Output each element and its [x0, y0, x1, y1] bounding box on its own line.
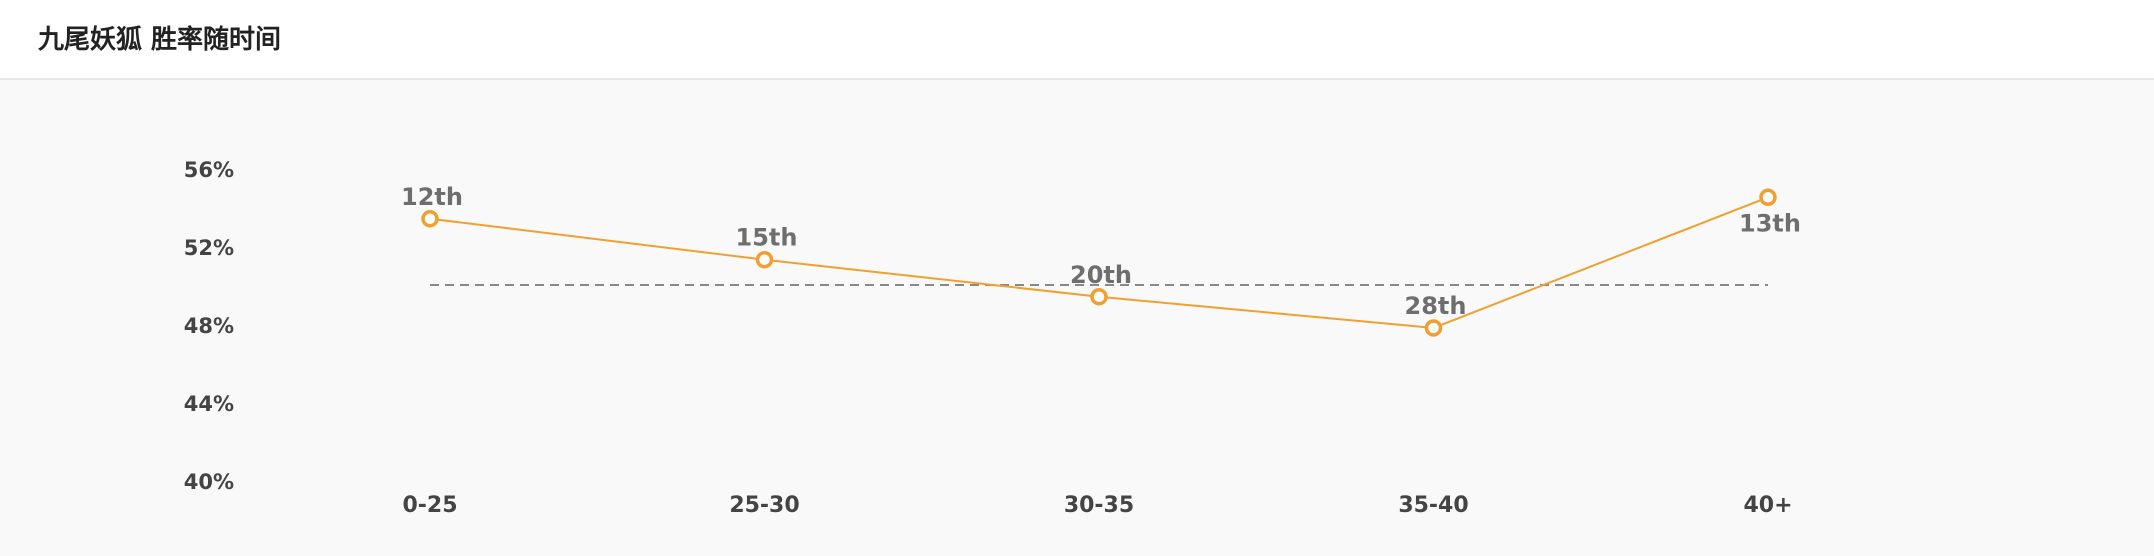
y-tick-label: 52% — [184, 236, 234, 260]
data-point[interactable] — [1759, 188, 1777, 207]
winrate-line-chart: 56% 52% 48% 44% 40% 0-25 25-30 30-35 35-40 40+ 12t… — [184, 158, 1801, 518]
chart-title: 九尾妖狐 胜率随时间 — [38, 25, 282, 55]
data-label: 13th — [1739, 209, 1801, 237]
data-label: 15th — [736, 224, 798, 252]
x-tick-label: 0-25 — [402, 493, 457, 518]
data-label: 12th — [401, 183, 463, 211]
chart-header: 九尾妖狐 胜率随时间 — [0, 0, 2154, 80]
data-point[interactable] — [1424, 319, 1443, 337]
data-label: 20th — [1070, 261, 1132, 289]
x-tick-label: 30-35 — [1064, 493, 1134, 518]
y-tick-label: 44% — [184, 392, 234, 416]
data-point[interactable] — [421, 210, 439, 228]
data-point[interactable] — [755, 250, 774, 269]
x-tick-label: 40+ — [1743, 493, 1792, 518]
y-tick-label: 56% — [184, 158, 234, 182]
y-tick-label: 48% — [184, 314, 234, 338]
data-label: 28th — [1405, 292, 1467, 320]
x-tick-label: 35-40 — [1398, 493, 1468, 518]
chart-area: 56% 52% 48% 44% 40% 0-25 25-30 30-35 35-40 40+ 12t… — [0, 80, 2154, 556]
x-tick-label: 25-30 — [729, 493, 799, 518]
y-tick-label: 40% — [184, 470, 234, 494]
data-point[interactable] — [1090, 288, 1108, 306]
